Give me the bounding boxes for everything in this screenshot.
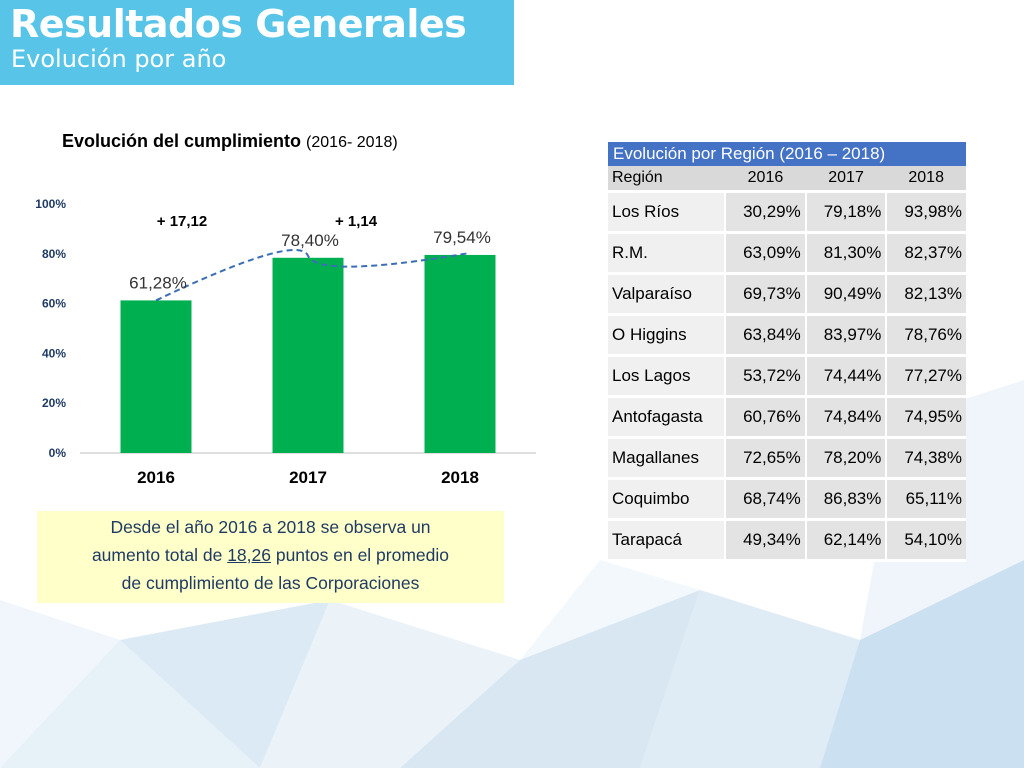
region-value-cell: 74,84%: [804, 396, 887, 439]
table-header-row: Región 2016 2017 2018: [608, 166, 966, 193]
page-subtitle: Evolución por año: [11, 45, 227, 73]
region-value-cell: 93,98%: [885, 191, 966, 234]
region-value-cell: 53,72%: [724, 355, 806, 398]
bar-chart: 0% 20% 40% 60% 80% 100% 61,28% 78,40% 79,54% 2016…: [35, 197, 536, 487]
table-header-2016: 2016: [725, 166, 806, 193]
table-row: Coquimbo 68,74% 86,83% 65,11%: [608, 478, 966, 521]
table-row: O Higgins 63,84% 83,97% 78,76%: [608, 314, 966, 357]
region-value-cell: 62,14%: [804, 519, 887, 562]
region-value-cell: 90,49%: [804, 273, 887, 316]
region-value-cell: 82,13%: [885, 273, 966, 316]
region-value-cell: 74,38%: [885, 437, 966, 480]
summary-note: Desde el año 2016 a 2018 se observa un a…: [37, 511, 504, 603]
header-banner: Resultados Generales Evolución por año: [0, 0, 514, 85]
bar: [272, 257, 344, 453]
region-table: Evolución por Región (2016 – 2018) Regió…: [608, 142, 966, 562]
increase-annotation: + 17,12: [157, 213, 207, 230]
note-line-2: aumento total de 18,26 puntos en el prom…: [37, 541, 504, 569]
region-name-cell: Tarapacá: [608, 519, 726, 562]
region-value-cell: 63,09%: [724, 232, 806, 275]
region-value-cell: 86,83%: [804, 478, 887, 521]
table-row: Magallanes 72,65% 78,20% 74,38%: [608, 437, 966, 480]
region-value-cell: 78,76%: [885, 314, 966, 357]
trend-line: [155, 249, 471, 302]
x-tick-label: 2016: [137, 468, 175, 487]
region-name-cell: Coquimbo: [608, 478, 726, 521]
region-name-cell: Los Ríos: [608, 191, 726, 234]
region-name-cell: O Higgins: [608, 314, 726, 357]
note-line-2-post: puntos en el promedio: [270, 545, 450, 565]
region-value-cell: 30,29%: [724, 191, 806, 234]
region-name-cell: Antofagasta: [608, 396, 726, 439]
y-tick-label: 100%: [35, 197, 66, 211]
region-value-cell: 79,18%: [804, 191, 887, 234]
note-line-1: Desde el año 2016 a 2018 se observa un: [110, 517, 431, 537]
y-tick-label: 0%: [49, 446, 67, 460]
table-row: Los Lagos 53,72% 74,44% 77,27%: [608, 355, 966, 398]
region-value-cell: 68,74%: [724, 478, 806, 521]
chart-title-main: Evolución del cumplimiento: [62, 131, 302, 151]
note-line-2-pre: aumento total de: [91, 545, 228, 565]
note-total-points: 18,26: [227, 545, 271, 565]
y-tick-label: 20%: [42, 396, 66, 410]
table-row: Tarapacá 49,34% 62,14% 54,10%: [608, 519, 966, 562]
table-row: Valparaíso 69,73% 90,49% 82,13%: [608, 273, 966, 316]
table-header-2017: 2017: [805, 166, 887, 193]
region-value-cell: 78,20%: [804, 437, 887, 480]
region-value-cell: 60,76%: [724, 396, 806, 439]
table-row: Los Ríos 30,29% 79,18% 93,98%: [608, 191, 966, 234]
table-row: R.M. 63,09% 81,30% 82,37%: [608, 232, 966, 275]
region-value-cell: 54,10%: [885, 519, 966, 562]
region-value-cell: 77,27%: [885, 355, 966, 398]
chart-title-range: (2016- 2018): [306, 134, 398, 151]
x-tick-label: 2017: [289, 468, 327, 487]
table-header-region: Región: [608, 166, 726, 193]
region-name-cell: Magallanes: [608, 437, 726, 480]
y-tick-label: 60%: [42, 297, 66, 311]
chart-title: Evolución del cumplimiento (2016- 2018): [62, 131, 398, 152]
table-caption-row: Evolución por Región (2016 – 2018): [608, 142, 966, 166]
data-label: 79,54%: [433, 228, 491, 247]
table-caption: Evolución por Región (2016 – 2018): [608, 142, 966, 166]
y-tick-label: 40%: [42, 346, 66, 360]
region-name-cell: Valparaíso: [608, 273, 726, 316]
note-line-3: de cumplimiento de las Corporaciones: [121, 573, 420, 593]
bar: [424, 254, 496, 453]
page-title: Resultados Generales: [10, 2, 467, 46]
region-value-cell: 65,11%: [885, 478, 966, 521]
region-value-cell: 82,37%: [885, 232, 966, 275]
x-tick-label: 2018: [441, 468, 479, 487]
region-value-cell: 63,84%: [724, 314, 806, 357]
increase-annotation: + 1,14: [335, 213, 378, 230]
region-value-cell: 69,73%: [724, 273, 806, 316]
region-name-cell: R.M.: [608, 232, 726, 275]
data-label: 61,28%: [129, 273, 187, 292]
region-value-cell: 83,97%: [804, 314, 887, 357]
region-value-cell: 74,95%: [885, 396, 966, 439]
region-value-cell: 74,44%: [804, 355, 887, 398]
y-tick-label: 80%: [42, 247, 66, 261]
region-name-cell: Los Lagos: [608, 355, 726, 398]
bar: [120, 300, 192, 453]
table-header-2018: 2018: [886, 166, 966, 193]
region-value-cell: 72,65%: [724, 437, 806, 480]
region-value-cell: 49,34%: [724, 519, 806, 562]
table-row: Antofagasta 60,76% 74,84% 74,95%: [608, 396, 966, 439]
region-value-cell: 81,30%: [804, 232, 887, 275]
data-label: 78,40%: [281, 231, 339, 250]
